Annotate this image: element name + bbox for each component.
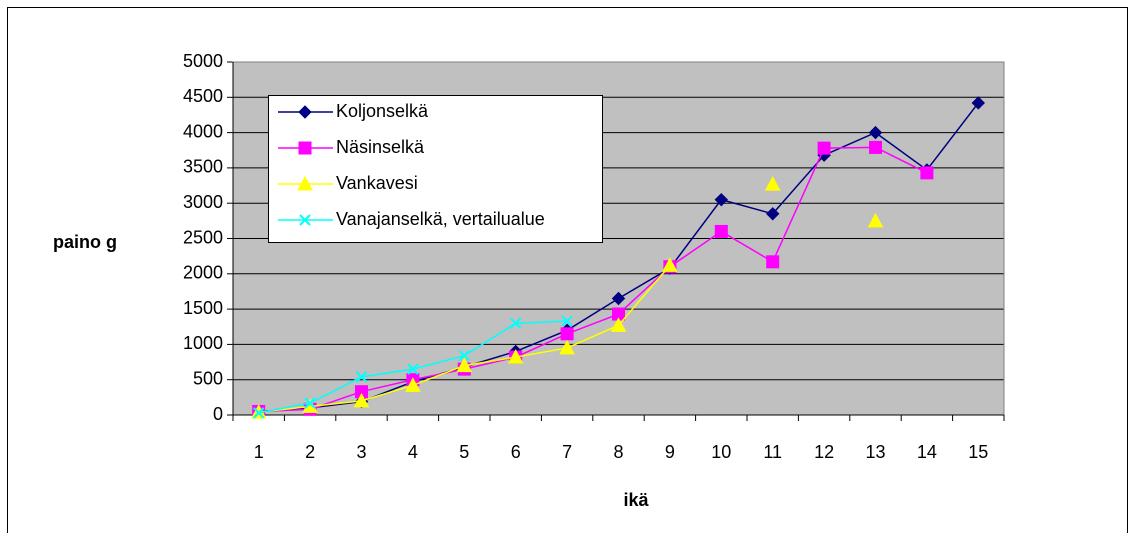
marker	[355, 371, 368, 383]
y-tick-label: 3500	[183, 157, 223, 177]
x-tick-label: 7	[562, 442, 572, 462]
x-tick-label: 3	[356, 442, 366, 462]
y-tick-label: 4000	[183, 121, 223, 141]
marker	[868, 125, 883, 140]
y-tick-label: 0	[213, 404, 223, 424]
x-tick-label: 1	[254, 442, 264, 462]
marker	[252, 407, 265, 419]
marker	[869, 140, 882, 154]
legend-label: Koljonselkä	[336, 101, 429, 121]
marker	[766, 255, 780, 269]
legend-marker	[298, 105, 312, 119]
legend: Koljonselkä Näsinselkä Vankavesi Vanajansel…	[268, 95, 603, 243]
marker	[764, 176, 781, 191]
marker	[765, 207, 780, 221]
marker	[560, 327, 574, 341]
marker	[405, 377, 421, 392]
marker	[458, 349, 471, 362]
legend-label: Vanajanselkä, vertailualue	[336, 209, 545, 229]
marker	[507, 349, 524, 364]
marker	[920, 166, 934, 180]
marker	[714, 192, 729, 207]
marker	[353, 392, 370, 408]
series-line	[258, 146, 928, 413]
y-tick-label: 1000	[183, 333, 223, 353]
marker	[407, 363, 419, 375]
x-tick-label: 2	[305, 442, 315, 462]
x-tick-label: 14	[917, 442, 937, 462]
y-tick-label: 1500	[183, 298, 223, 318]
marker	[561, 315, 573, 327]
y-tick-label: 5000	[183, 51, 223, 71]
marker	[662, 257, 678, 272]
x-tick-label: 6	[511, 442, 521, 462]
x-tick-label: 4	[408, 442, 418, 462]
x-axis-label: ikä	[623, 490, 649, 510]
marker	[610, 317, 627, 332]
marker	[304, 397, 316, 409]
x-tick-label: 15	[968, 442, 988, 462]
legend-marker	[298, 141, 312, 155]
legend-box	[268, 95, 603, 243]
marker	[509, 317, 522, 329]
marker	[456, 357, 473, 373]
x-tick-label: 11	[763, 442, 782, 462]
marker	[817, 141, 831, 155]
x-tick-label: 10	[711, 442, 731, 462]
x-tick-label: 8	[613, 442, 623, 462]
legend-label: Näsinselkä	[336, 137, 425, 157]
x-tick-label: 9	[665, 442, 675, 462]
x-tick-label: 13	[865, 442, 885, 462]
marker	[867, 212, 884, 228]
x-tick-label: 5	[459, 442, 469, 462]
legend-marker	[297, 175, 313, 191]
marker	[714, 224, 728, 238]
y-tick-label: 2000	[183, 263, 223, 283]
legend-label: Vankavesi	[336, 173, 418, 193]
y-tick-label: 3000	[183, 192, 223, 212]
y-axis-label: paino g	[53, 232, 117, 252]
marker	[611, 291, 626, 306]
y-tick-label: 4500	[183, 86, 223, 106]
y-tick-label: 2500	[183, 227, 223, 247]
x-tick-label: 12	[814, 442, 834, 462]
marker	[971, 96, 986, 110]
y-tick-label: 500	[193, 368, 223, 388]
legend-marker	[299, 214, 311, 226]
marker	[559, 339, 575, 355]
